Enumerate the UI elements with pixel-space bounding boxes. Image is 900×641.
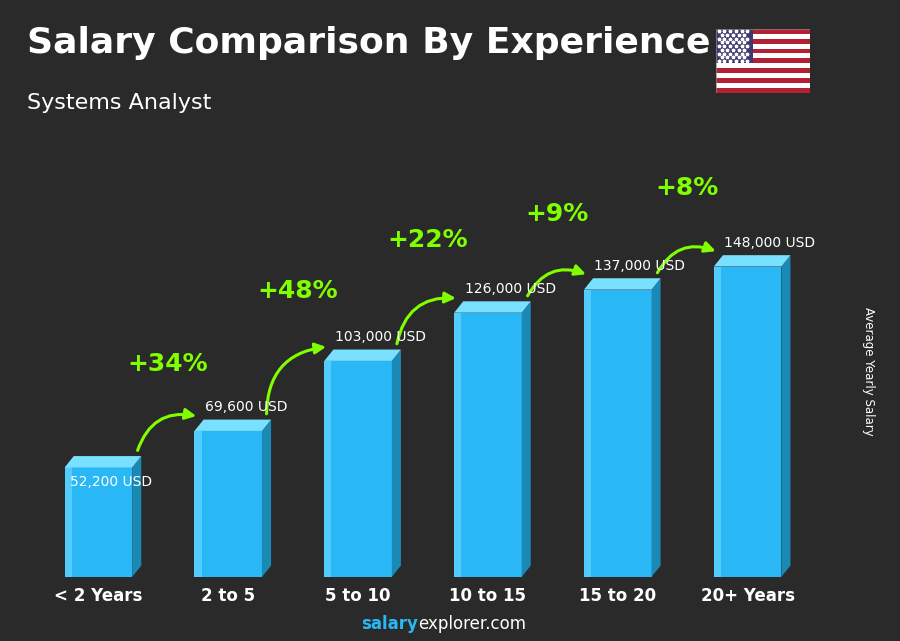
- Polygon shape: [132, 565, 141, 577]
- Polygon shape: [262, 420, 271, 577]
- Polygon shape: [652, 565, 661, 577]
- Polygon shape: [781, 255, 790, 577]
- Polygon shape: [522, 301, 531, 577]
- Text: Salary Comparison By Experience: Salary Comparison By Experience: [27, 26, 710, 60]
- Polygon shape: [716, 83, 810, 88]
- Text: 52,200 USD: 52,200 USD: [70, 475, 152, 489]
- Polygon shape: [716, 88, 810, 93]
- Polygon shape: [716, 78, 810, 83]
- Polygon shape: [194, 420, 271, 431]
- Text: +48%: +48%: [257, 279, 338, 303]
- Polygon shape: [65, 467, 72, 577]
- Polygon shape: [714, 267, 721, 577]
- Text: +9%: +9%: [526, 202, 589, 226]
- Polygon shape: [454, 313, 522, 577]
- Polygon shape: [781, 565, 790, 577]
- Polygon shape: [584, 290, 652, 577]
- Text: 126,000 USD: 126,000 USD: [464, 282, 555, 296]
- Polygon shape: [714, 267, 781, 577]
- Text: 103,000 USD: 103,000 USD: [335, 330, 426, 344]
- Polygon shape: [392, 565, 400, 577]
- Polygon shape: [194, 431, 202, 577]
- Text: Average Yearly Salary: Average Yearly Salary: [862, 308, 875, 436]
- FancyArrowPatch shape: [657, 243, 713, 273]
- Polygon shape: [324, 361, 392, 577]
- FancyArrowPatch shape: [397, 293, 453, 344]
- Polygon shape: [65, 456, 141, 467]
- FancyArrowPatch shape: [527, 266, 582, 296]
- FancyArrowPatch shape: [266, 344, 323, 414]
- Polygon shape: [194, 431, 262, 577]
- Text: salary: salary: [362, 615, 418, 633]
- Polygon shape: [132, 456, 141, 577]
- Polygon shape: [716, 73, 810, 78]
- Text: 148,000 USD: 148,000 USD: [724, 236, 815, 250]
- Polygon shape: [716, 29, 753, 63]
- Polygon shape: [716, 69, 810, 73]
- Polygon shape: [716, 49, 810, 53]
- Polygon shape: [454, 313, 462, 577]
- Text: +22%: +22%: [387, 228, 468, 252]
- Polygon shape: [584, 278, 661, 290]
- Polygon shape: [522, 565, 531, 577]
- Polygon shape: [584, 290, 591, 577]
- Polygon shape: [714, 255, 790, 267]
- Polygon shape: [324, 349, 400, 361]
- FancyArrowPatch shape: [138, 410, 193, 451]
- Polygon shape: [652, 278, 661, 577]
- Text: 69,600 USD: 69,600 USD: [205, 400, 287, 414]
- Polygon shape: [262, 565, 271, 577]
- Polygon shape: [716, 63, 810, 69]
- Polygon shape: [716, 38, 810, 44]
- Polygon shape: [65, 467, 132, 577]
- Polygon shape: [716, 34, 810, 38]
- Text: explorer.com: explorer.com: [418, 615, 526, 633]
- Polygon shape: [454, 301, 531, 313]
- Polygon shape: [392, 349, 400, 577]
- Text: 137,000 USD: 137,000 USD: [594, 259, 686, 273]
- Polygon shape: [716, 58, 810, 63]
- Text: +34%: +34%: [128, 352, 208, 376]
- Polygon shape: [324, 361, 331, 577]
- Text: +8%: +8%: [655, 176, 719, 199]
- Polygon shape: [716, 44, 810, 49]
- Polygon shape: [716, 29, 810, 34]
- Text: Systems Analyst: Systems Analyst: [27, 93, 212, 113]
- Polygon shape: [716, 53, 810, 58]
